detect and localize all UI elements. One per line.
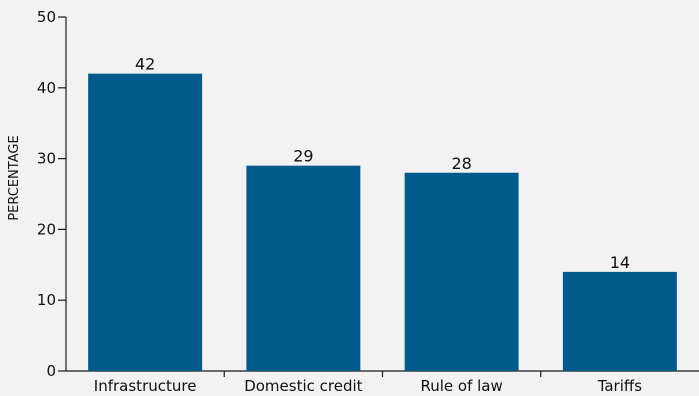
- data-label: 42: [135, 55, 155, 74]
- bar: [88, 73, 203, 371]
- y-tick-label: 0: [46, 362, 56, 380]
- data-label: 29: [293, 147, 313, 166]
- y-axis-label: PERCENTAGE: [7, 135, 22, 220]
- y-tick-label: 50: [37, 8, 56, 26]
- data-label: 28: [451, 154, 471, 173]
- bar: [404, 172, 519, 371]
- y-tick-label: 20: [37, 220, 56, 238]
- bar: [246, 165, 361, 371]
- category-labels-group: Infrastructure Domestic credit Rule of law…: [94, 377, 642, 395]
- category-label: Infrastructure: [94, 377, 197, 395]
- y-tick-label: 40: [37, 79, 56, 97]
- x-ticks: [223, 371, 542, 377]
- bars-group: [88, 73, 677, 371]
- category-label: Domestic credit: [244, 377, 362, 395]
- y-tick-label: 10: [37, 291, 56, 309]
- y-ticks: 0 10 20 30 40 50: [37, 8, 66, 380]
- y-tick-label: 30: [37, 150, 56, 168]
- bar: [562, 271, 677, 371]
- category-label: Rule of law: [420, 377, 502, 395]
- category-label: Tariffs: [597, 377, 643, 395]
- data-label: 14: [610, 253, 630, 272]
- data-labels-group: 42 29 28 14: [135, 55, 630, 272]
